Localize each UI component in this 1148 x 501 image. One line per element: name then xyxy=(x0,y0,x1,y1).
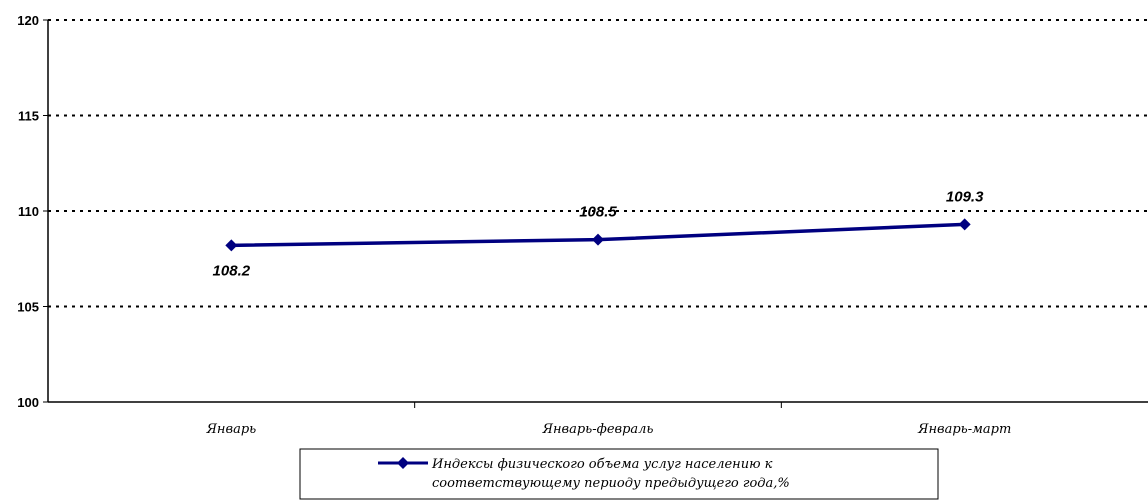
legend: Индексы физического объема услуг населен… xyxy=(299,448,939,500)
legend-label-line-1: Индексы физического объема услуг населен… xyxy=(431,457,773,472)
y-tick-label: 110 xyxy=(18,204,39,219)
series xyxy=(225,218,971,252)
x-category-label: Январь-февраль xyxy=(541,422,653,437)
data-label: 109.3 xyxy=(946,188,984,205)
y-tick-label: 120 xyxy=(17,13,39,28)
x-category-label: Январь-март xyxy=(917,422,1011,437)
axes xyxy=(43,19,1148,408)
data-labels: 108.2 108.5 109.3 xyxy=(213,188,985,279)
x-category-labels: Январь Январь-февраль Январь-март xyxy=(205,422,1011,437)
y-tick-label: 100 xyxy=(17,395,39,410)
y-tick-labels: 100 105 110 115 120 xyxy=(17,13,39,410)
y-tick-label: 115 xyxy=(18,109,39,124)
legend-box xyxy=(299,448,939,500)
data-point-marker xyxy=(958,218,971,231)
data-label: 108.2 xyxy=(213,262,251,279)
data-point-marker xyxy=(225,239,238,252)
legend-swatch-marker xyxy=(397,457,409,469)
x-category-label: Январь xyxy=(205,422,256,437)
data-point-marker xyxy=(592,233,604,246)
y-tick-label: 105 xyxy=(17,300,39,315)
data-label: 108.5 xyxy=(579,204,617,221)
legend-label-line-2: соответствующему периоду предыдущего год… xyxy=(432,476,790,491)
